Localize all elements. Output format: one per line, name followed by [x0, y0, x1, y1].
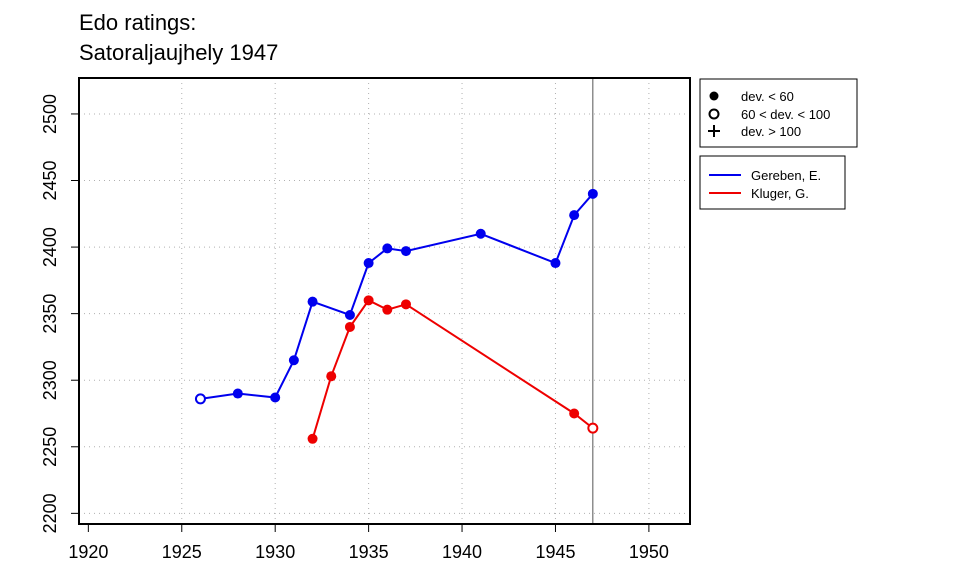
data-point: [587, 188, 598, 199]
x-tick-label: 1935: [349, 542, 389, 562]
series-layer: [194, 188, 599, 444]
data-point: [363, 295, 374, 306]
x-tick-label: 1945: [535, 542, 575, 562]
data-point: [550, 258, 561, 269]
data-point: [569, 210, 580, 221]
plus-icon: [708, 125, 720, 137]
data-point-open: [587, 422, 599, 434]
data-point: [382, 304, 393, 315]
y-tick-label: 2250: [40, 427, 60, 467]
x-tick-label: 1940: [442, 542, 482, 562]
data-point: [569, 408, 580, 419]
data-point: [344, 321, 355, 332]
x-tick-label: 1950: [629, 542, 669, 562]
x-tick-label: 1920: [68, 542, 108, 562]
data-point: [326, 371, 337, 382]
legend-marker-label: dev. < 60: [741, 89, 794, 104]
data-point: [363, 258, 374, 269]
legend-markers-box: [699, 78, 858, 148]
chart-title-line-1: Edo ratings:: [79, 10, 197, 35]
data-point: [307, 296, 318, 307]
legend-series: Gereben, E. Kluger, G.: [699, 155, 846, 210]
open-circle-icon: [708, 108, 720, 120]
grid: [79, 78, 690, 524]
legend-markers: dev. < 60 60 < dev. < 100 dev. > 100: [699, 78, 858, 148]
data-point-open: [194, 393, 206, 405]
y-tick-label: 2300: [40, 360, 60, 400]
data-point: [382, 243, 393, 254]
data-point: [400, 299, 411, 310]
plot-frame: [78, 77, 691, 525]
data-point: [270, 392, 281, 403]
y-tick-label: 2450: [40, 160, 60, 200]
x-tick-label: 1925: [162, 542, 202, 562]
legend-series-label: Gereben, E.: [751, 168, 821, 183]
data-point: [307, 433, 318, 444]
legend-marker-label: 60 < dev. < 100: [741, 107, 830, 122]
chart-title-line-2: Satoraljaujhely 1947: [79, 40, 279, 65]
data-point: [344, 309, 355, 320]
legend-series-box: [699, 155, 846, 210]
x-tick-label: 1930: [255, 542, 295, 562]
series-line: [200, 193, 594, 400]
legend-series-label: Kluger, G.: [751, 186, 809, 201]
y-tick-label: 2350: [40, 294, 60, 334]
y-axis: 2200 2250 2300 2350 2400 2450 2500: [40, 94, 79, 533]
filled-circle-icon: [709, 91, 719, 101]
y-tick-label: 2400: [40, 227, 60, 267]
data-point: [288, 355, 299, 366]
y-tick-label: 2500: [40, 94, 60, 134]
data-point: [232, 388, 243, 399]
series-line: [311, 299, 594, 440]
data-point: [475, 228, 486, 239]
data-point: [400, 246, 411, 257]
x-axis: 1920 1925 1930 1935 1940 1945 1950: [68, 523, 669, 562]
y-tick-label: 2200: [40, 493, 60, 533]
legend-marker-label: dev. > 100: [741, 124, 801, 139]
